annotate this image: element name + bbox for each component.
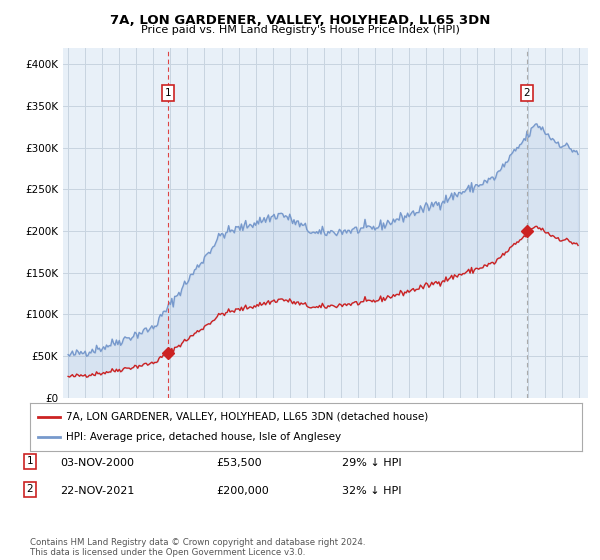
Text: 1: 1 — [164, 88, 171, 98]
Text: £200,000: £200,000 — [216, 486, 269, 496]
Text: 29% ↓ HPI: 29% ↓ HPI — [342, 458, 401, 468]
Text: 1: 1 — [26, 456, 34, 466]
Text: 03-NOV-2000: 03-NOV-2000 — [60, 458, 134, 468]
Text: 7A, LON GARDENER, VALLEY, HOLYHEAD, LL65 3DN (detached house): 7A, LON GARDENER, VALLEY, HOLYHEAD, LL65… — [66, 412, 428, 422]
Text: 7A, LON GARDENER, VALLEY, HOLYHEAD, LL65 3DN: 7A, LON GARDENER, VALLEY, HOLYHEAD, LL65… — [110, 14, 490, 27]
Text: 2: 2 — [523, 88, 530, 98]
Text: 2: 2 — [26, 484, 34, 494]
Text: 22-NOV-2021: 22-NOV-2021 — [60, 486, 134, 496]
Text: 32% ↓ HPI: 32% ↓ HPI — [342, 486, 401, 496]
Text: Contains HM Land Registry data © Crown copyright and database right 2024.
This d: Contains HM Land Registry data © Crown c… — [30, 538, 365, 557]
Text: HPI: Average price, detached house, Isle of Anglesey: HPI: Average price, detached house, Isle… — [66, 432, 341, 442]
Text: Price paid vs. HM Land Registry's House Price Index (HPI): Price paid vs. HM Land Registry's House … — [140, 25, 460, 35]
Text: £53,500: £53,500 — [216, 458, 262, 468]
